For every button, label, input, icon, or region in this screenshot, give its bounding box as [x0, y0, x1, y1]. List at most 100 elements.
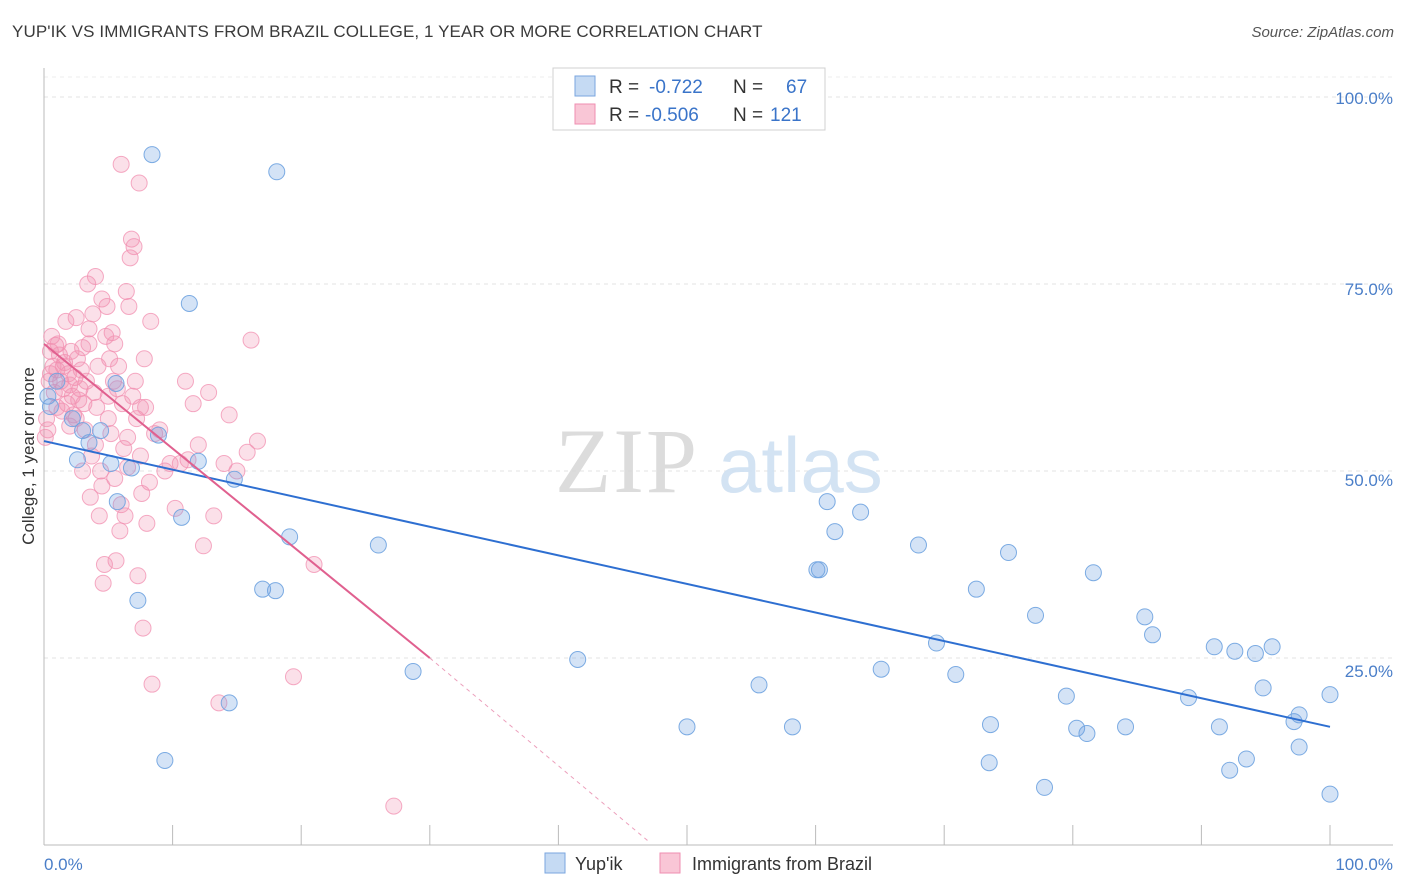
data-point-yupik: [1321, 686, 1339, 704]
data-point-yupik: [1036, 778, 1054, 796]
data-point-yupik: [63, 410, 81, 428]
grid: [44, 76, 1393, 659]
data-point-brazil: [143, 675, 161, 693]
data-point-yupik: [678, 718, 696, 736]
data-point-brazil: [84, 305, 102, 323]
data-point-yupik: [173, 508, 191, 526]
data-point-yupik: [1226, 642, 1244, 660]
legend-n-value-brazil: 121: [770, 105, 802, 126]
data-point-yupik: [1000, 544, 1017, 562]
series-brazil-points: [36, 155, 403, 815]
data-point-brazil: [117, 282, 135, 300]
data-point-brazil: [135, 350, 153, 368]
data-point-yupik: [1144, 626, 1162, 644]
data-point-yupik: [1321, 785, 1339, 803]
data-point-yupik: [826, 523, 844, 541]
bottom-legend: Yup'ik Immigrants from Brazil: [544, 852, 872, 874]
data-point-yupik: [872, 660, 890, 678]
data-point-brazil: [67, 309, 85, 327]
bottom-legend-label-brazil: Immigrants from Brazil: [692, 854, 872, 874]
data-point-yupik: [1237, 750, 1255, 768]
data-point-brazil: [125, 238, 143, 256]
legend-swatch-brazil: [574, 103, 596, 125]
data-point-yupik: [967, 580, 985, 598]
data-point-brazil: [107, 552, 125, 570]
data-point-yupik: [189, 452, 207, 470]
y-axis-label: College, 1 year or more: [19, 367, 38, 545]
data-point-yupik: [1205, 638, 1223, 656]
data-point-yupik: [39, 387, 57, 405]
data-point-brazil: [215, 455, 233, 473]
data-point-brazil: [86, 268, 104, 286]
data-point-yupik: [1084, 564, 1102, 582]
data-point-brazil: [94, 574, 112, 592]
data-point-yupik: [80, 434, 98, 452]
data-point-brazil: [176, 372, 194, 390]
data-point-brazil: [131, 447, 149, 465]
trend-line-brazil: [43, 343, 431, 659]
data-point-brazil: [99, 410, 117, 428]
data-point-yupik: [1057, 687, 1075, 705]
data-point-yupik: [909, 536, 927, 554]
data-point-yupik: [1027, 606, 1045, 624]
data-point-yupik: [981, 716, 999, 734]
data-point-yupik: [108, 493, 126, 511]
data-point-yupik: [156, 751, 174, 769]
watermark-zip: ZIP: [555, 410, 699, 512]
trend-line-yupik: [43, 440, 1331, 728]
data-point-brazil: [115, 440, 133, 458]
data-point-yupik: [947, 665, 965, 683]
data-point-brazil: [238, 443, 256, 461]
trend-lines: [43, 343, 1331, 842]
data-point-yupik: [1263, 638, 1281, 656]
data-point-yupik: [1221, 761, 1239, 779]
data-point-yupik: [369, 536, 387, 554]
data-point-brazil: [138, 514, 156, 532]
legend-r-label-yupik: R =: [609, 77, 639, 98]
data-point-brazil: [68, 350, 86, 368]
data-point-yupik: [180, 294, 198, 312]
data-point-yupik: [569, 650, 587, 668]
data-point-brazil: [98, 297, 116, 315]
data-point-yupik: [1136, 608, 1154, 626]
data-point-brazil: [112, 155, 130, 173]
data-point-brazil: [210, 694, 228, 712]
data-point-yupik: [268, 163, 286, 181]
data-point-brazil: [102, 425, 120, 443]
watermark: ZIP atlas: [555, 410, 883, 512]
bottom-legend-label-yupik: Yup'ik: [575, 854, 623, 874]
legend-n-value-yupik: 67: [786, 77, 807, 98]
data-point-yupik: [143, 146, 161, 164]
data-point-brazil: [103, 324, 121, 342]
data-point-brazil: [130, 174, 148, 192]
data-point-brazil: [126, 372, 144, 390]
bottom-legend-swatch-brazil: [659, 852, 681, 874]
data-point-yupik: [1117, 718, 1135, 736]
data-point-yupik: [852, 503, 870, 521]
data-point-yupik: [1254, 679, 1272, 697]
data-point-brazil: [134, 619, 152, 637]
data-point-brazil: [242, 331, 260, 349]
data-point-yupik: [818, 493, 836, 511]
data-point-brazil: [129, 567, 147, 585]
data-point-yupik: [810, 561, 828, 579]
data-point-brazil: [48, 398, 66, 416]
data-point-yupik: [266, 582, 284, 600]
y-tick-label-25: 25.0%: [1345, 662, 1393, 681]
data-point-brazil: [106, 335, 124, 353]
data-point-brazil: [385, 797, 403, 815]
data-point-yupik: [129, 591, 147, 609]
legend-n-label-brazil: N =: [733, 105, 763, 126]
y-tick-label-50: 50.0%: [1345, 471, 1393, 490]
data-point-yupik: [41, 398, 59, 416]
data-point-yupik: [1068, 719, 1086, 737]
source-label: Source: ZipAtlas.com: [1251, 24, 1394, 41]
data-point-yupik: [92, 422, 110, 440]
data-point-brazil: [121, 249, 139, 267]
data-point-brazil: [131, 398, 149, 416]
legend-r-value-yupik: -0.722: [649, 77, 703, 98]
data-point-brazil: [284, 668, 302, 686]
data-point-brazil: [93, 477, 111, 495]
data-point-brazil: [116, 507, 134, 525]
